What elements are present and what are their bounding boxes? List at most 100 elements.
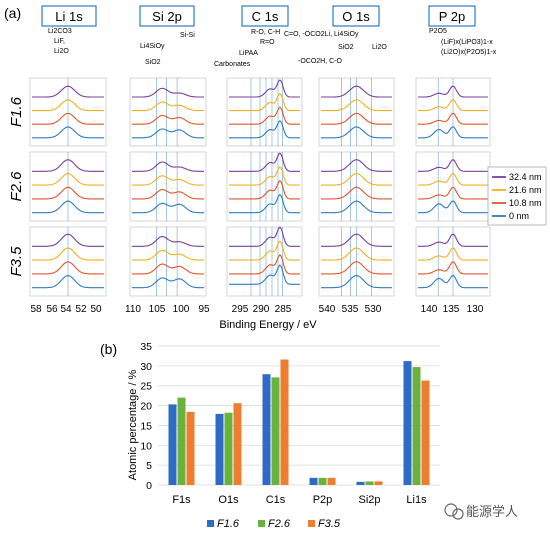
spectrum-trace bbox=[229, 179, 300, 200]
spectrum-trace bbox=[321, 99, 392, 112]
spectrum-trace bbox=[418, 99, 488, 112]
spectrum-trace bbox=[132, 128, 204, 139]
legend-label: F1.6 bbox=[217, 518, 240, 530]
spectrum-trace bbox=[229, 240, 300, 261]
bar bbox=[403, 361, 412, 485]
y-tick-label: 10 bbox=[140, 440, 152, 452]
xps-tick: 290 bbox=[253, 304, 270, 315]
xps-tick: 56 bbox=[46, 304, 58, 315]
spectrum-trace bbox=[418, 186, 488, 200]
spectrum-trace bbox=[321, 275, 392, 289]
spectrum-trace bbox=[32, 247, 104, 261]
bar bbox=[168, 404, 177, 485]
spectrum-trace bbox=[229, 79, 300, 98]
element-title: O 1s bbox=[342, 9, 370, 24]
annot-c: R=O bbox=[260, 39, 275, 46]
bar bbox=[412, 367, 421, 485]
spectrum-trace bbox=[32, 172, 104, 186]
bar bbox=[365, 481, 374, 485]
spectrum-trace bbox=[32, 112, 104, 125]
bar bbox=[186, 411, 195, 485]
bar bbox=[356, 481, 365, 485]
xps-tick: 52 bbox=[75, 304, 87, 315]
xps-tick: 295 bbox=[232, 304, 249, 315]
legend-label: 32.4 nm bbox=[509, 172, 542, 182]
x-category-label: Li1s bbox=[406, 494, 427, 506]
legend-label: F2.6 bbox=[268, 518, 291, 530]
spectrum-frame bbox=[129, 77, 207, 147]
annot-si: Li4SiOy bbox=[140, 43, 165, 50]
spectrum-trace bbox=[229, 92, 300, 112]
spectrum-trace bbox=[132, 175, 204, 186]
annot-si: Si-Si bbox=[180, 32, 195, 39]
spectrum-frame bbox=[226, 226, 303, 297]
spectrum-trace bbox=[32, 159, 104, 172]
element-title-box bbox=[428, 5, 476, 27]
y-tick-label: 30 bbox=[140, 361, 152, 373]
legend-label: 0 nm bbox=[509, 211, 529, 221]
spectrum-trace bbox=[229, 193, 300, 214]
row-label: F3.5 bbox=[8, 246, 25, 277]
spectrum-trace bbox=[132, 235, 204, 247]
annot-p: P2O5 bbox=[429, 28, 447, 35]
wechat-icon bbox=[444, 503, 458, 517]
bar-legend: F1.6 F2.6 F3.5 bbox=[207, 518, 341, 530]
bar bbox=[215, 413, 224, 485]
depth-legend: 32.4 nm 21.6 nm 10.8 nm 0 nm bbox=[487, 166, 547, 226]
spectrum-trace bbox=[32, 261, 104, 275]
xps-tick: 285 bbox=[275, 304, 292, 315]
panel-a: (a) Li 1s Si 2p C 1s O 1s P 2p Li2CO3 LiF, Li2… bbox=[4, 5, 547, 331]
spectrum-trace bbox=[132, 101, 204, 112]
bar bbox=[327, 477, 336, 485]
spectrum-trace bbox=[229, 166, 300, 186]
bar bbox=[224, 412, 233, 485]
panel-b-label: (b) bbox=[100, 341, 117, 357]
spectrum-frame bbox=[129, 226, 207, 297]
spectrum-trace bbox=[229, 254, 300, 275]
annot-li: LiF, bbox=[54, 38, 65, 45]
y-tick-label: 0 bbox=[146, 480, 152, 492]
xps-tick: 54 bbox=[60, 304, 72, 315]
x-category-label: O1s bbox=[218, 494, 239, 506]
spectrum-trace bbox=[132, 114, 204, 125]
element-title-box bbox=[139, 5, 195, 27]
bar bbox=[262, 374, 271, 485]
spectrum-trace bbox=[132, 263, 204, 275]
element-title-box bbox=[241, 5, 289, 27]
annot-p: (Li2O)x(P2O5)1-x bbox=[441, 49, 497, 56]
bar bbox=[309, 477, 318, 485]
spectrum-trace bbox=[321, 247, 392, 261]
spectrum-trace bbox=[32, 200, 104, 214]
xps-tick: 110 bbox=[125, 304, 141, 315]
annot-o: Li2O bbox=[372, 44, 387, 51]
annot-c: R-O, C-H bbox=[251, 29, 280, 36]
xps-tick: 535 bbox=[342, 304, 359, 315]
spectrum-trace bbox=[132, 161, 204, 172]
element-title: P 2p bbox=[439, 9, 466, 24]
spectrum-trace bbox=[418, 247, 488, 261]
x-category-label: P2p bbox=[313, 494, 333, 506]
spectrum-trace bbox=[32, 99, 104, 112]
spectrum-frame bbox=[226, 151, 303, 222]
spectrum-trace bbox=[229, 226, 300, 247]
legend-label: F3.5 bbox=[318, 518, 341, 530]
spectrum-trace bbox=[418, 172, 488, 186]
y-tick-label: 25 bbox=[140, 381, 152, 393]
x-category-label: Si2p bbox=[358, 494, 380, 506]
xps-tick: 58 bbox=[30, 304, 42, 315]
y-tick-label: 20 bbox=[140, 401, 152, 413]
row-label: F1.6 bbox=[8, 96, 25, 127]
xps-xlabel: Binding Energy / eV bbox=[219, 319, 317, 331]
spectrum-trace bbox=[32, 233, 104, 247]
bar bbox=[374, 481, 383, 485]
spectrum-frame bbox=[226, 77, 303, 147]
spectrum-trace bbox=[229, 120, 300, 139]
element-title: Si 2p bbox=[152, 9, 182, 24]
annot-li: Li2CO3 bbox=[48, 28, 72, 35]
spectrum-trace bbox=[229, 152, 300, 172]
spectrum-trace bbox=[321, 233, 392, 247]
xps-tick: 140 bbox=[421, 304, 438, 315]
spectrum-trace bbox=[132, 202, 204, 214]
annot-c: Carbonates bbox=[214, 61, 251, 68]
